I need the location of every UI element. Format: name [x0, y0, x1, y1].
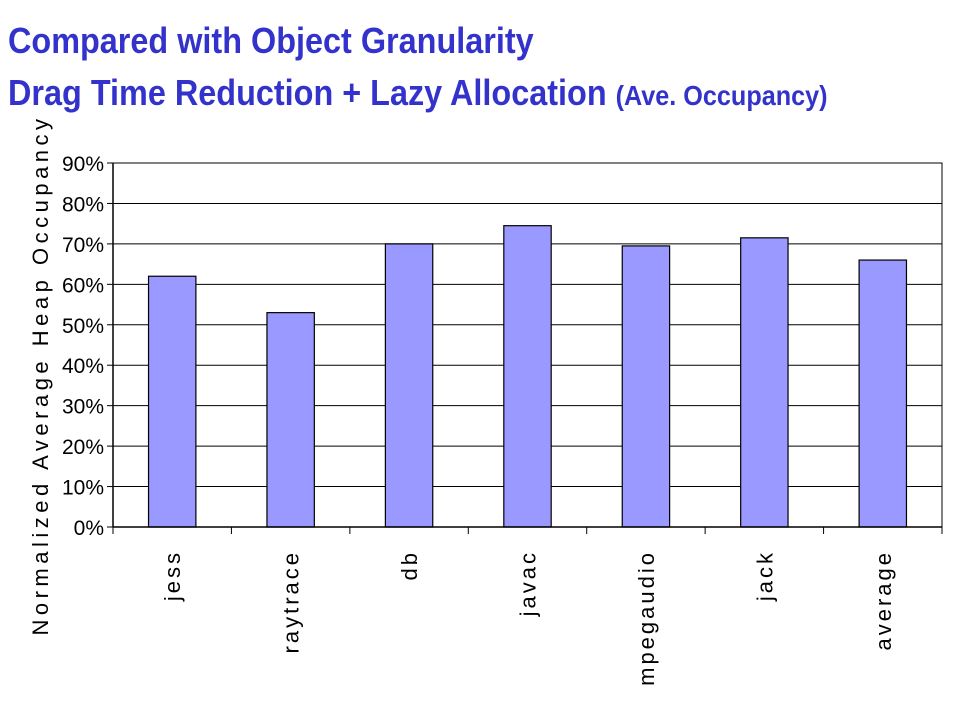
x-category-label: javac	[516, 550, 541, 617]
y-tick-label: 40%	[62, 355, 104, 378]
bar-average	[858, 259, 908, 528]
y-tick-label: 20%	[62, 436, 104, 459]
bars	[147, 225, 908, 528]
x-category-label: mpegaudio	[634, 550, 659, 686]
y-axis-label: Normalized Average Heap Occupancy	[28, 114, 53, 635]
bar-raytrace	[266, 312, 315, 528]
y-tick-label: 60%	[62, 274, 104, 297]
x-category-label: db	[397, 550, 422, 580]
x-category-label: jack	[752, 550, 777, 602]
x-category-labels: jess raytrace db javac mpegaudio jack average	[160, 550, 896, 686]
title-subtitle: (Ave. Occupancy)	[615, 80, 828, 111]
bar-jess	[147, 275, 197, 528]
x-category-label: average	[871, 550, 896, 651]
y-tick-labels: 0% 10% 20% 30% 40% 50% 60% 70% 80% 90%	[62, 153, 104, 540]
x-category-label: raytrace	[279, 550, 304, 653]
axes	[107, 162, 943, 534]
y-tick-label: 90%	[62, 153, 104, 176]
y-tick-label: 10%	[62, 477, 104, 500]
x-category-label: jess	[160, 550, 185, 602]
title-main: Drag Time Reduction + Lazy Allocation	[8, 72, 616, 113]
y-tick-label: 80%	[62, 193, 104, 216]
bar-jack	[740, 237, 789, 528]
bar-db	[384, 243, 434, 528]
y-tick-label: 50%	[62, 315, 104, 338]
bar-javac	[503, 225, 552, 528]
y-tick-label: 30%	[62, 396, 104, 419]
y-tick-label: 0%	[74, 517, 104, 540]
slide-title-line2: Drag Time Reduction + Lazy Allocation (A…	[8, 72, 828, 114]
bar-mpegaudio	[621, 245, 671, 528]
y-tick-label: 70%	[62, 234, 104, 257]
slide-title-line1: Compared with Object Granularity	[8, 20, 534, 61]
